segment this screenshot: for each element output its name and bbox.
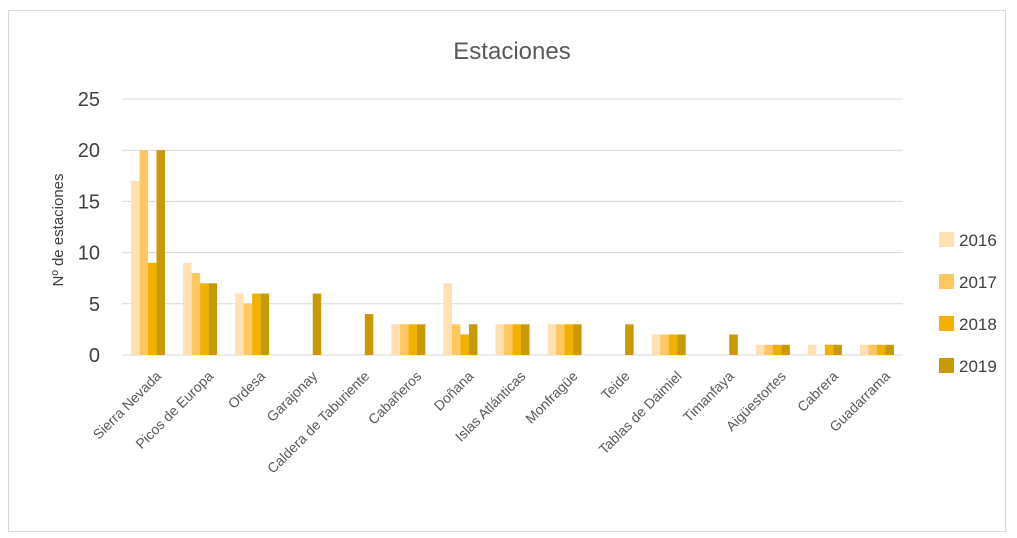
- bar: [668, 334, 678, 355]
- bar: [677, 334, 686, 355]
- bar: [512, 324, 521, 355]
- bar: [312, 293, 322, 355]
- legend-label: 2016: [959, 231, 997, 250]
- y-tick-label: 5: [89, 294, 100, 316]
- x-tick-label: Ordesa: [225, 368, 269, 412]
- y-axis-label: Nº de estaciones: [50, 173, 67, 286]
- bar: [868, 344, 877, 355]
- bar: [833, 344, 842, 355]
- bar: [451, 324, 461, 355]
- bar: [573, 324, 582, 355]
- x-tick-label: Caldera de Taburiente: [264, 368, 373, 477]
- bar: [729, 334, 738, 355]
- legend-label: 2019: [959, 357, 997, 376]
- x-tick-label: Cabrera: [794, 368, 841, 415]
- legend-swatch: [939, 274, 954, 289]
- bar: [183, 262, 192, 355]
- chart-title: Estaciones: [453, 38, 570, 65]
- bar: [807, 344, 817, 355]
- x-tick-label: Teide: [598, 368, 633, 403]
- bar: [651, 334, 661, 355]
- x-tick-label: Doñana: [431, 368, 477, 414]
- legend-label: 2018: [959, 315, 997, 334]
- bar: [208, 283, 218, 355]
- bar: [625, 324, 634, 355]
- bar: [764, 344, 773, 355]
- bar: [364, 314, 374, 355]
- legend: 2016 2017 2018 2019: [939, 231, 997, 376]
- legend-swatch: [939, 316, 954, 331]
- bar: [235, 293, 244, 355]
- bar: [772, 344, 782, 355]
- bar: [191, 273, 201, 355]
- bar: [399, 324, 409, 355]
- bar: [521, 324, 530, 355]
- y-tick-label: 25: [78, 89, 100, 111]
- legend-swatch: [939, 358, 954, 373]
- chart-frame: [8, 10, 1006, 532]
- y-tick-labels: 0 5 10 15 20 25: [78, 89, 100, 367]
- bar: [408, 324, 417, 355]
- bar: [460, 334, 469, 355]
- y-tick-label: 20: [78, 140, 100, 162]
- bar: [556, 324, 565, 355]
- bar: [781, 344, 790, 355]
- x-tick-label: Cabañeros: [365, 368, 425, 428]
- bar: [200, 283, 209, 355]
- bar: [443, 283, 452, 355]
- bar: [859, 344, 869, 355]
- bar: [131, 180, 140, 355]
- bars: [131, 150, 894, 355]
- bar: [564, 324, 574, 355]
- bar: [139, 150, 149, 355]
- bar: [260, 293, 270, 355]
- bar: [416, 324, 426, 355]
- bar: [755, 344, 765, 355]
- bar: [824, 344, 834, 355]
- legend-label: 2017: [959, 273, 997, 292]
- bar: [504, 324, 513, 355]
- bar: [252, 293, 261, 355]
- y-tick-label: 0: [89, 345, 100, 367]
- bar: [547, 324, 557, 355]
- bar: [660, 334, 669, 355]
- bar: [468, 324, 478, 355]
- bar: [391, 324, 400, 355]
- x-tick-label: Monfragüe: [522, 368, 581, 427]
- legend-swatch: [939, 232, 954, 247]
- bar: [148, 262, 157, 355]
- bar: [876, 344, 886, 355]
- bar: [243, 303, 253, 355]
- y-tick-label: 15: [78, 191, 100, 213]
- bar: [156, 150, 166, 355]
- bar: [885, 344, 894, 355]
- y-tick-label: 10: [78, 243, 100, 265]
- bar: [495, 324, 504, 355]
